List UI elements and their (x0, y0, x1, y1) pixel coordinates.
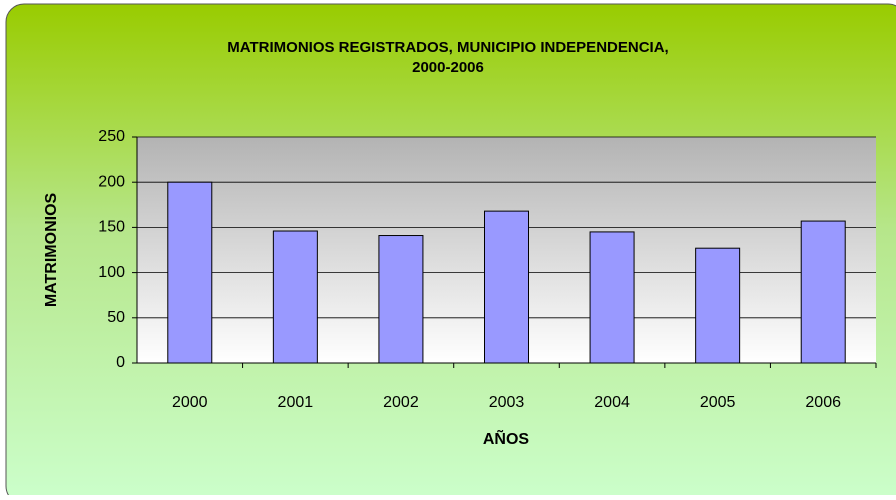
x-tick-label: 2004 (594, 394, 630, 411)
y-axis-label: MATRIMONIOS (43, 192, 60, 307)
x-tick-label: 2002 (383, 394, 419, 411)
bar (800, 220, 846, 364)
bar (589, 231, 635, 364)
y-tick-label: 150 (98, 219, 125, 236)
x-tick-label: 2001 (278, 394, 314, 411)
bar (695, 247, 741, 364)
bar (167, 181, 213, 364)
chart-title: MATRIMONIOS REGISTRADOS, MUNICIPIO INDEP… (227, 39, 668, 56)
y-tick-label: 250 (98, 128, 125, 145)
x-axis-label: AÑOS (483, 428, 530, 448)
bar (272, 230, 318, 364)
bar (378, 235, 424, 364)
y-tick-label: 100 (98, 264, 125, 281)
y-tick-label: 50 (107, 309, 125, 326)
y-tick-label: 200 (98, 173, 125, 190)
x-tick-label: 2000 (172, 394, 208, 411)
x-tick-label: 2005 (700, 394, 736, 411)
chart-title: 2000-2006 (412, 59, 484, 76)
bar (484, 210, 529, 364)
x-tick-label: 2003 (489, 394, 525, 411)
x-tick-label: 2006 (805, 394, 841, 411)
y-tick-label: 0 (116, 354, 125, 371)
